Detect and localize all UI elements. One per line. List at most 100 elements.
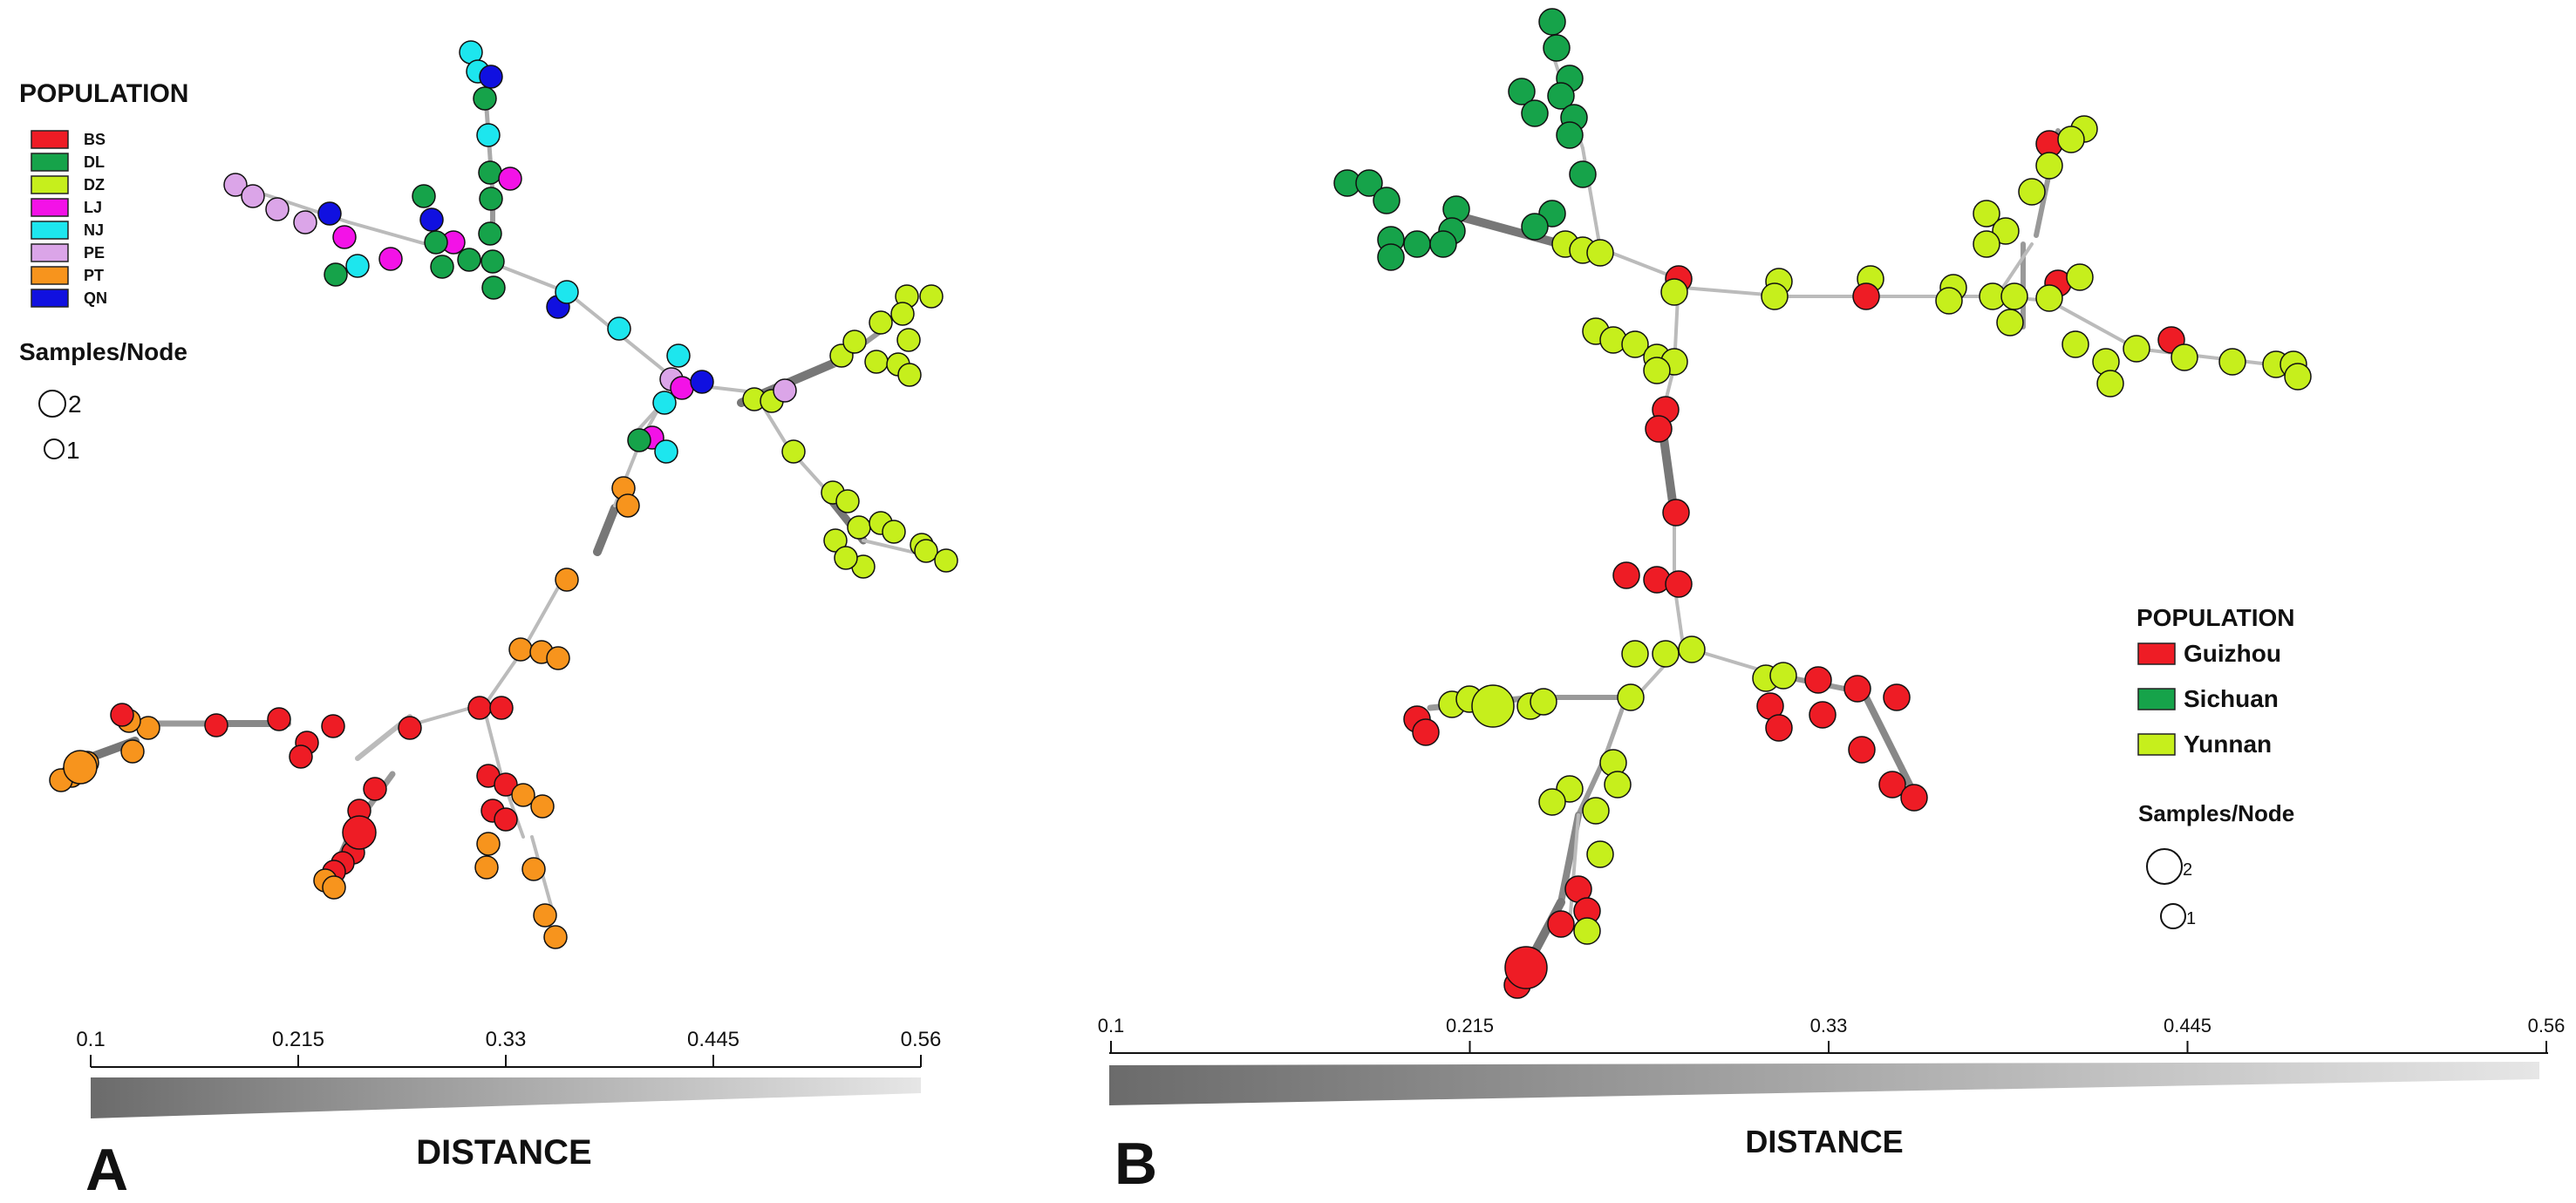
node-yunnan bbox=[1586, 840, 1614, 868]
node-pt-large bbox=[63, 750, 98, 785]
samples-a-node-2-icon bbox=[38, 390, 66, 418]
node-dz bbox=[847, 515, 871, 540]
node-bs-large bbox=[342, 815, 377, 850]
node-pt bbox=[533, 903, 557, 928]
node-dz bbox=[890, 302, 915, 326]
legend-b-swatch-sichuan bbox=[2137, 688, 2176, 710]
node-pe bbox=[223, 173, 248, 197]
legend-a-label-pt: PT bbox=[84, 267, 104, 284]
node-pt bbox=[543, 925, 568, 949]
node-sichuan bbox=[1403, 230, 1431, 258]
samples-b-title: Samples/Node bbox=[2138, 800, 2294, 826]
node-nj bbox=[345, 254, 370, 278]
node-qn bbox=[317, 201, 342, 226]
node-pt bbox=[530, 794, 555, 819]
node-yunnan bbox=[2218, 348, 2246, 376]
node-guizhou bbox=[1848, 736, 1876, 764]
node-pe bbox=[265, 197, 290, 221]
node-guizhou bbox=[1765, 714, 1793, 742]
node-dz bbox=[914, 539, 938, 563]
node-bs bbox=[289, 744, 313, 769]
legend-a-label-pe: PE bbox=[84, 244, 105, 262]
node-dl bbox=[481, 275, 506, 300]
tick-label: 0.445 bbox=[2164, 1015, 2211, 1036]
samples-a-label-2: 2 bbox=[68, 391, 82, 418]
legend-a-label-dl: DL bbox=[84, 153, 105, 171]
node-lj bbox=[332, 225, 357, 249]
node-yunnan bbox=[1530, 688, 1557, 716]
panel-b-nodes bbox=[1333, 8, 2312, 999]
node-dz bbox=[869, 310, 893, 335]
node-qn bbox=[479, 65, 503, 89]
node-guizhou bbox=[1878, 771, 1906, 799]
node-dl bbox=[478, 160, 502, 185]
node-yunnan bbox=[1621, 640, 1649, 668]
distance-scale-a: 0.1 0.215 0.33 0.445 0.56 DISTANCE A bbox=[76, 1028, 941, 1203]
node-lj bbox=[498, 167, 522, 191]
legend-a-label-lj: LJ bbox=[84, 199, 102, 216]
samples-b-node-1-icon bbox=[2160, 903, 2186, 929]
node-yunnan bbox=[2284, 363, 2312, 391]
node-yunnan bbox=[1973, 230, 2000, 258]
edge bbox=[2048, 299, 2138, 350]
node-sichuan bbox=[1538, 8, 1566, 36]
node-yunnan bbox=[1935, 287, 1963, 315]
node-guizhou bbox=[1547, 910, 1575, 938]
tick-label: 0.1 bbox=[76, 1028, 105, 1051]
scale-a-ticks: 0.1 0.215 0.33 0.445 0.56 bbox=[76, 1028, 941, 1067]
node-pe bbox=[293, 210, 317, 234]
legend-a-items: BS DL DZ LJ NJ PE PT QN bbox=[31, 130, 107, 308]
node-yunnan bbox=[2035, 284, 2063, 312]
edge bbox=[2135, 347, 2286, 368]
node-dz bbox=[842, 330, 867, 354]
legend-b-items: Guizhou Sichuan Yunnan bbox=[2137, 640, 2281, 758]
scale-b-ticks: 0.1 0.215 0.33 0.445 0.56 bbox=[1098, 1015, 2566, 1053]
node-yunnan bbox=[1617, 683, 1645, 711]
edge bbox=[593, 504, 619, 556]
node-yunnan bbox=[1643, 357, 1671, 384]
panel-b-edges bbox=[1427, 51, 2286, 981]
node-sichuan bbox=[1429, 230, 1457, 258]
node-yunnan bbox=[1973, 200, 2000, 228]
scale-b-gradient bbox=[1109, 1062, 2539, 1105]
node-dl bbox=[424, 230, 448, 255]
node-pt bbox=[322, 875, 346, 900]
tick-label: 0.445 bbox=[687, 1028, 739, 1051]
tick-label: 0.56 bbox=[901, 1028, 942, 1051]
edge bbox=[1461, 214, 1565, 248]
node-sichuan bbox=[1355, 169, 1383, 197]
scale-a-gradient bbox=[91, 1077, 921, 1118]
node-lj bbox=[378, 247, 403, 271]
node-sichuan bbox=[1556, 121, 1584, 149]
legend-a-swatch-qn bbox=[31, 289, 69, 308]
node-guizhou bbox=[1645, 415, 1673, 443]
node-nj bbox=[607, 316, 631, 341]
legend-b-swatch-guizhou bbox=[2137, 642, 2176, 665]
legend-a-swatch-pe bbox=[31, 243, 69, 262]
tick-label: 0.56 bbox=[2528, 1015, 2566, 1036]
node-yunnan bbox=[1621, 330, 1649, 358]
node-dz bbox=[835, 489, 860, 513]
distance-scale-b: 0.1 0.215 0.33 0.445 0.56 DISTANCE B bbox=[1098, 1015, 2566, 1197]
node-yunnan bbox=[2171, 343, 2198, 371]
node-dz bbox=[896, 328, 921, 352]
node-dl bbox=[430, 255, 454, 279]
node-qn bbox=[419, 207, 444, 232]
node-guizhou bbox=[1809, 701, 1837, 729]
tick-label: 0.33 bbox=[486, 1028, 527, 1051]
node-yunnan bbox=[1761, 282, 1789, 310]
panel-b: POPULATION Guizhou Sichuan Yunnan Samples/… bbox=[1098, 8, 2566, 1197]
node-sichuan bbox=[1547, 82, 1575, 110]
node-dl bbox=[480, 249, 505, 274]
node-yunnan bbox=[1660, 278, 1688, 306]
node-yunnan bbox=[2000, 282, 2028, 310]
node-sichuan bbox=[1373, 187, 1400, 214]
node-yunnan bbox=[2123, 335, 2150, 363]
node-pt bbox=[508, 637, 533, 662]
node-guizhou bbox=[1662, 499, 1690, 527]
node-dl bbox=[457, 248, 481, 272]
node-pe bbox=[773, 378, 797, 403]
node-dl bbox=[473, 86, 497, 111]
node-sichuan bbox=[1521, 99, 1549, 127]
legend-a-swatch-dl bbox=[31, 153, 69, 172]
